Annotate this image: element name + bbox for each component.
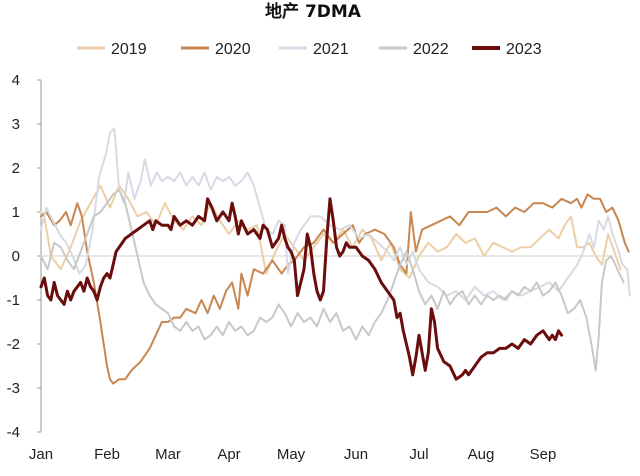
axes: 4 3 2 1 0 -1 -2 -3 -4 Jan Feb Mar Apr May Jun Jul Aug Sep <box>7 72 612 463</box>
y-tick-label: 3 <box>12 116 20 133</box>
x-tick-label: Jul <box>409 446 428 463</box>
legend-label: 2021 <box>313 41 349 58</box>
y-tick-label: 2 <box>12 160 20 177</box>
legend-item: 2022 <box>379 41 449 58</box>
legend-label: 2020 <box>215 41 251 58</box>
series-line-2021 <box>40 127 631 301</box>
series-line-2023 <box>39 197 564 381</box>
y-tick-label: 4 <box>12 72 20 89</box>
x-tick-label: Sep <box>530 446 557 463</box>
x-tick-label: Mar <box>155 446 181 463</box>
y-tick-label: -3 <box>7 380 20 397</box>
x-tick-label: Apr <box>217 446 240 463</box>
series-line-2020 <box>40 193 630 385</box>
y-tick-label: 0 <box>12 248 20 265</box>
y-tick-label: -1 <box>7 292 20 309</box>
legend-item: 2023 <box>472 41 542 58</box>
x-tick-label: May <box>277 446 306 463</box>
x-tick-label: Aug <box>468 446 495 463</box>
series-line-2022 <box>40 189 625 372</box>
x-tick-label: Jun <box>344 446 368 463</box>
series-layer <box>39 127 631 385</box>
chart-title: 地产 7DMA <box>265 1 362 22</box>
y-tick-label: -2 <box>7 336 20 353</box>
legend-label: 2023 <box>506 41 542 58</box>
legend-item: 2019 <box>77 41 147 58</box>
legend-item: 2021 <box>279 41 349 58</box>
legend-label: 2022 <box>413 41 449 58</box>
x-tick-label: Feb <box>94 446 120 463</box>
y-tick-label: 1 <box>12 204 20 221</box>
y-tick-label: -4 <box>7 424 20 441</box>
x-tick-label: Jan <box>29 446 53 463</box>
legend: 2019 2020 2021 2022 2023 <box>77 41 542 58</box>
series-line-2019 <box>40 184 622 279</box>
legend-item: 2020 <box>181 41 251 58</box>
legend-label: 2019 <box>111 41 147 58</box>
